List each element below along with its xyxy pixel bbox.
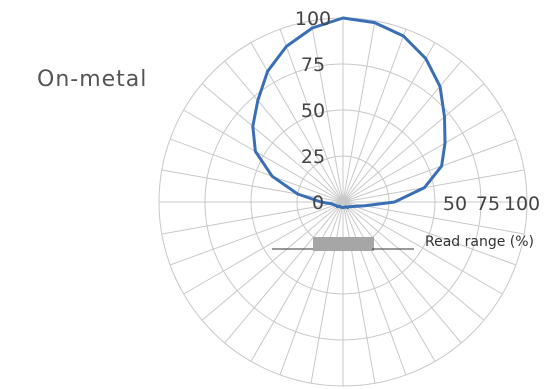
grid-spoke — [250, 201, 344, 362]
grid-spoke — [183, 201, 344, 295]
grid-spoke — [342, 138, 517, 203]
radial-tick-label-0: 0 — [312, 192, 324, 214]
radial-tick-label-25: 25 — [301, 146, 325, 168]
grid-spoke — [342, 201, 503, 295]
grid-spoke — [169, 201, 344, 266]
grid-spoke — [224, 201, 344, 344]
grid-spoke — [342, 201, 517, 266]
grid-spoke — [342, 60, 462, 203]
grid-spoke — [250, 42, 344, 203]
grid-spoke — [342, 201, 407, 376]
radial-tick-label-right-75: 75 — [476, 193, 500, 215]
grid-spoke — [342, 201, 436, 362]
radial-tick-label-75: 75 — [301, 54, 325, 76]
grid-spoke — [342, 201, 525, 235]
grid-spoke — [279, 201, 344, 376]
grid-spoke — [161, 169, 344, 203]
grid-spoke — [279, 28, 344, 203]
grid-spoke — [342, 20, 376, 203]
grid-spokes — [159, 18, 527, 386]
grid-spoke — [169, 138, 344, 203]
grid-spoke — [342, 42, 436, 203]
grid-spoke — [224, 60, 344, 203]
grid-spoke — [342, 201, 485, 321]
grid-spoke — [201, 201, 344, 321]
grid-spoke — [310, 20, 344, 203]
gray-bar-layer — [272, 237, 374, 251]
grid-spoke — [183, 109, 344, 203]
series-layer — [251, 16, 447, 210]
grid-spoke — [161, 201, 344, 235]
grid-spoke — [342, 201, 462, 344]
grid-spoke — [342, 201, 376, 384]
grid-spoke — [201, 83, 344, 203]
radial-tick-label-100: 100 — [295, 8, 331, 30]
read-range-label: Read range (%) — [425, 234, 534, 250]
radial-tick-label-50: 50 — [301, 100, 325, 122]
grid-spoke — [342, 83, 485, 203]
radial-tick-label-right-100: 100 — [504, 193, 540, 215]
chart-title: On-metal — [37, 67, 147, 92]
gray-reference-bar — [313, 237, 374, 251]
grid-spoke — [310, 201, 344, 384]
grid-spoke — [342, 28, 407, 203]
radial-tick-label-right-50: 50 — [443, 193, 467, 215]
grid-spoke — [342, 169, 525, 203]
grid-spoke — [342, 109, 503, 203]
